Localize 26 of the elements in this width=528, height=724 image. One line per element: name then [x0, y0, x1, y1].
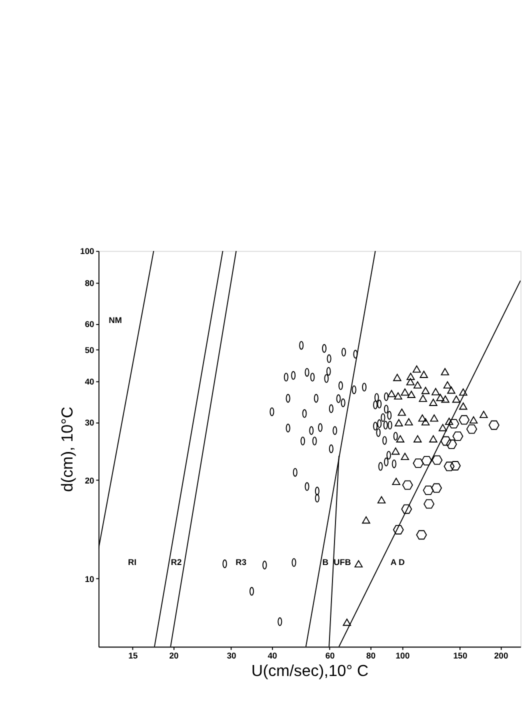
annotation: A D [390, 557, 405, 568]
x-tick-label: 150 [453, 650, 468, 660]
x-tick-label: 15 [128, 650, 138, 660]
y-tick-label: 60 [84, 318, 95, 329]
x-tick-label: 30 [226, 650, 237, 660]
y-tick-label: 20 [84, 475, 95, 486]
y-axis-title: d(cm), 10°C [60, 406, 77, 492]
x-tick-label: 80 [366, 650, 376, 660]
x-tick-label: 40 [268, 650, 278, 660]
x-tick-label: 200 [494, 650, 508, 660]
x-tick-label: 60 [325, 650, 336, 660]
y-tick-label: 100 [80, 246, 95, 256]
y-tick-label: 80 [84, 278, 95, 288]
annotation: R2 [170, 557, 182, 568]
x-axis-title: U(cm/sec),10° C [251, 663, 368, 680]
annotation: NM [108, 315, 122, 326]
y-tick-label: 40 [84, 376, 95, 387]
y-tick-label: 50 [84, 344, 95, 355]
annotation: UFB [334, 557, 351, 568]
annotation: R3 [236, 557, 247, 568]
y-tick-label: 10 [84, 574, 95, 584]
x-tick-label: 20 [169, 650, 179, 660]
x-tick-label: 100 [396, 650, 410, 660]
annotation: B [322, 557, 328, 568]
annotation: RI [128, 557, 136, 568]
y-tick-label: 30 [84, 418, 95, 428]
